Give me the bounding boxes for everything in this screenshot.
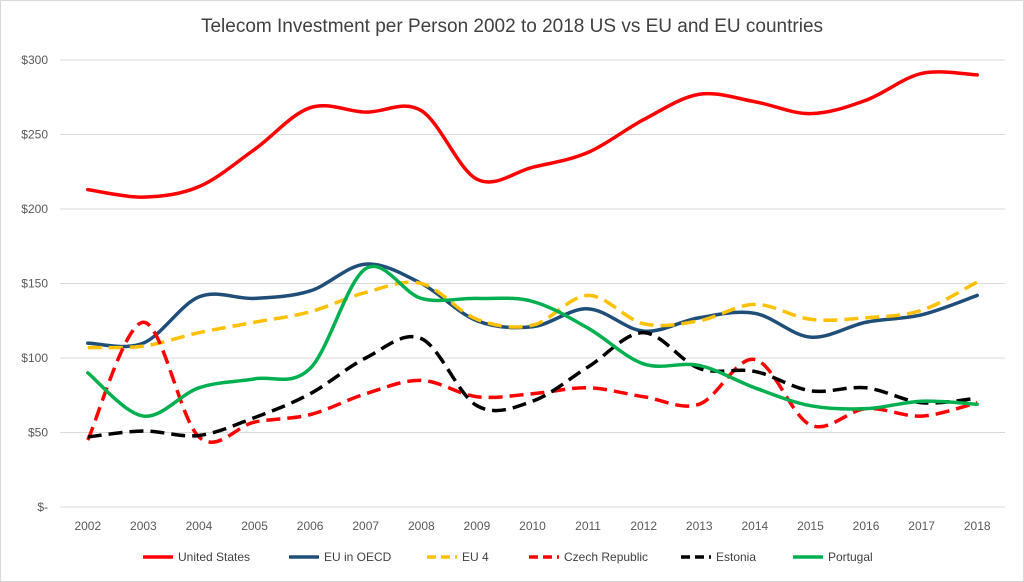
- legend-label: Czech Republic: [564, 550, 648, 564]
- x-tick-label: 2004: [186, 519, 213, 533]
- legend-label: Portugal: [828, 550, 873, 564]
- x-tick-label: 2017: [908, 519, 935, 533]
- series-line-eu-4: [87, 280, 979, 350]
- x-tick-label: 2018: [964, 519, 991, 533]
- y-tick-label: $200: [21, 202, 48, 216]
- x-tick-label: 2005: [241, 519, 268, 533]
- x-tick-label: 2015: [797, 519, 824, 533]
- x-tick-label: 2011: [575, 519, 601, 533]
- legend-label: Estonia: [716, 550, 756, 564]
- x-tick-label: 2010: [519, 519, 546, 533]
- legend: United States EU in OECD EU 4 Czech Republi…: [143, 550, 873, 564]
- y-tick-label: $100: [21, 351, 48, 365]
- series-line-estonia: [87, 330, 978, 439]
- series-line-eu-in-oecd: [86, 262, 979, 349]
- legend-label: United States: [178, 550, 250, 564]
- x-tick-label: 2013: [686, 519, 713, 533]
- series-line-portugal: [86, 264, 979, 418]
- y-tick-label: $250: [21, 128, 48, 142]
- chart-title: Telecom Investment per Person 2002 to 20…: [200, 16, 824, 37]
- x-tick-label: 2016: [853, 519, 880, 533]
- x-tick-label: 2002: [74, 519, 101, 533]
- x-tick-label: 2003: [130, 519, 157, 533]
- legend-label: EU in OECD: [324, 550, 392, 564]
- y-tick-label: $300: [21, 53, 48, 67]
- x-tick-label: 2014: [742, 519, 769, 533]
- x-tick-label: 2009: [464, 519, 491, 533]
- series-lines: [86, 70, 979, 444]
- y-axis-tick-labels: $- $50 $100 $150 $200 $250 $300: [21, 53, 48, 514]
- x-tick-label: 2008: [408, 519, 435, 533]
- gridlines: [60, 59, 1005, 508]
- y-tick-label: $150: [21, 277, 48, 291]
- x-axis-tick-labels: 2002 2003 2004 2005 2006 2007 2008 2009 2010 2011…: [74, 519, 990, 533]
- y-tick-label: $50: [28, 426, 48, 440]
- x-tick-label: 2012: [630, 519, 657, 533]
- x-tick-label: 2006: [297, 519, 324, 533]
- series-line-united-states: [86, 70, 979, 199]
- x-tick-label: 2007: [352, 519, 379, 533]
- legend-label: EU 4: [462, 550, 489, 564]
- y-tick-label: $-: [37, 500, 48, 514]
